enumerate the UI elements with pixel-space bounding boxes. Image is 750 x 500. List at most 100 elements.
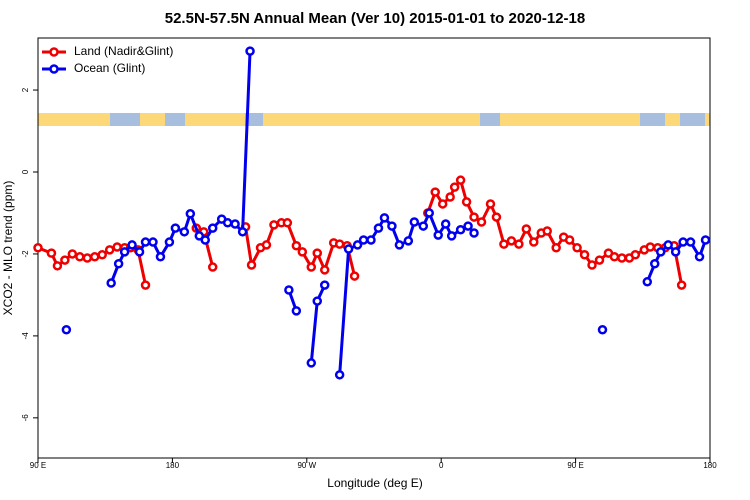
data-point: [564, 235, 575, 245]
data-point: [514, 239, 524, 249]
x-tick-label: 0: [439, 461, 444, 470]
series-line: [426, 177, 684, 286]
chart-title: 52.5N-57.5N Annual Mean (Ver 10) 2015-01…: [165, 10, 585, 27]
data-point: [306, 358, 317, 368]
data-point: [200, 235, 211, 245]
data-point: [609, 252, 620, 262]
data-point: [455, 175, 466, 185]
data-point: [245, 46, 255, 56]
data-point: [433, 230, 443, 240]
data-point: [649, 259, 660, 269]
data-point: [282, 218, 293, 228]
data-point: [312, 296, 323, 306]
data-point: [230, 219, 240, 229]
legend-label: Ocean (Glint): [74, 61, 145, 75]
data-point: [461, 197, 472, 207]
data-point: [82, 253, 93, 263]
data-point: [170, 223, 181, 233]
y-tick-label: -6: [21, 414, 30, 422]
data-point: [179, 227, 190, 237]
data-point: [306, 262, 317, 272]
y-tick-label: -4: [21, 332, 30, 340]
data-point: [676, 280, 687, 290]
data-point: [269, 220, 279, 230]
data-point: [207, 223, 218, 233]
data-point: [485, 199, 496, 209]
data-point: [694, 252, 705, 262]
data-point: [403, 236, 414, 246]
data-point: [379, 213, 390, 223]
data-point: [587, 260, 597, 270]
data-point: [246, 260, 257, 270]
data-point: [551, 243, 561, 253]
data-point: [52, 261, 63, 271]
data-point: [134, 247, 145, 257]
x-tick-label: 90 E: [567, 461, 583, 470]
data-point: [284, 285, 294, 295]
data-point: [446, 231, 457, 241]
data-point: [476, 217, 487, 227]
legend-marker: [49, 47, 59, 57]
data-point: [373, 223, 384, 233]
data-point: [89, 252, 100, 262]
data-point: [261, 240, 272, 250]
data-point: [430, 187, 440, 197]
data-point: [409, 217, 420, 227]
data-point: [642, 277, 653, 287]
x-tick-label: 90 W: [297, 461, 316, 470]
data-point: [140, 280, 151, 290]
data-point: [440, 219, 451, 229]
data-point: [67, 249, 78, 259]
data-point: [387, 221, 397, 231]
data-point: [148, 237, 158, 247]
data-point: [106, 278, 116, 288]
data-point: [506, 236, 517, 246]
data-point: [61, 324, 72, 335]
data-point: [334, 370, 345, 380]
data-point: [119, 247, 130, 257]
data-point: [449, 182, 460, 192]
data-point: [319, 280, 330, 290]
data-point: [185, 209, 196, 219]
legend-marker: [49, 64, 59, 74]
land-ocean-strip: [38, 113, 710, 126]
data-point: [312, 248, 323, 258]
data-point: [291, 306, 302, 316]
data-point: [469, 228, 479, 238]
data-point: [46, 248, 57, 258]
data-point: [155, 252, 166, 262]
data-point: [343, 244, 354, 254]
data-point: [297, 247, 308, 257]
data-point: [394, 240, 405, 250]
data-point: [33, 243, 43, 253]
data-point: [352, 240, 363, 250]
data-point: [455, 225, 466, 235]
data-point: [60, 255, 70, 265]
data-point: [594, 255, 605, 265]
data-point: [579, 250, 590, 260]
data-point: [597, 324, 608, 335]
data-point: [164, 237, 175, 247]
data-point: [291, 240, 302, 251]
x-axis-label: Longitude (deg E): [327, 476, 422, 490]
data-point: [521, 224, 532, 234]
data-point: [491, 212, 502, 222]
data-point: [445, 192, 455, 202]
data-point: [75, 252, 85, 262]
x-tick-label: 90 E: [30, 461, 46, 470]
data-point: [685, 237, 696, 247]
data-point: [104, 245, 115, 255]
data-point: [237, 227, 248, 237]
data-point: [700, 235, 711, 245]
data-point: [349, 271, 360, 281]
data-point: [437, 199, 448, 209]
data-point: [366, 235, 376, 245]
y-tick-label: -2: [21, 250, 30, 258]
data-point: [542, 226, 552, 236]
data-point: [112, 242, 122, 252]
data-point: [655, 247, 666, 257]
data-point: [499, 239, 509, 249]
data-point: [113, 259, 124, 269]
y-tick-label: 0: [21, 169, 30, 174]
